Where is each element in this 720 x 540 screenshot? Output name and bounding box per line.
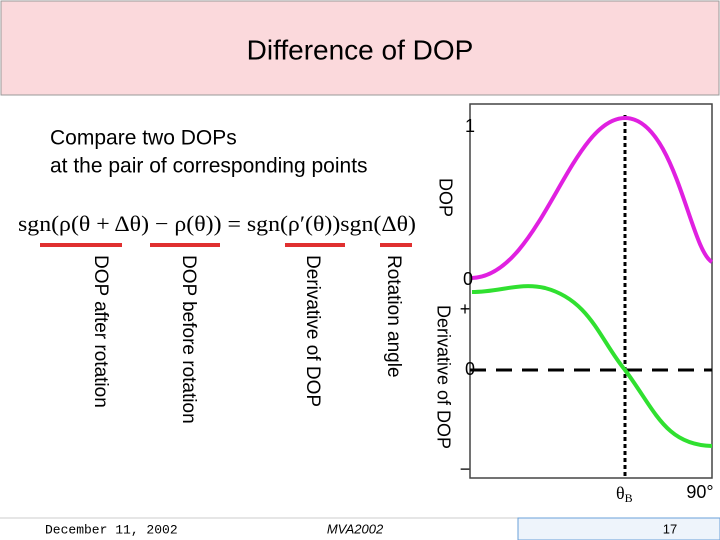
plot-frame (469, 103, 713, 479)
theta-b-label: θB (616, 483, 633, 505)
dop-top: 1 (465, 116, 475, 136)
derivative-plus: + (460, 299, 471, 319)
theta: θ (616, 483, 625, 503)
plot-labels: 1 DOP 0 + Derivative of DOP 0 − θB 90° (433, 116, 713, 505)
footer-conference: MVA2002 (327, 521, 384, 536)
derivative-curve (471, 284, 713, 448)
theta-subscript: B (625, 491, 633, 505)
term-label: Rotation angle (383, 255, 404, 378)
footer-date: December 11, 2002 (45, 522, 178, 537)
body-line: at the pair of corresponding points (50, 155, 368, 178)
equation: sgn(ρ(θ + Δθ) − ρ(θ)) = sgn(ρ′(θ))sgn(Δθ… (18, 211, 416, 236)
dop-curve (471, 115, 714, 280)
dop-axis-label: DOP (435, 178, 455, 217)
body-line: Compare two DOPs (50, 127, 237, 150)
page-number: 17 (663, 521, 677, 536)
derivative-zero: 0 (465, 359, 475, 379)
slide-title: Difference of DOP (247, 34, 474, 65)
term-labels: DOP after rotation DOP before rotation D… (90, 255, 404, 424)
term-label: Derivative of DOP (302, 255, 323, 407)
page-box (517, 517, 720, 540)
derivative-minus: − (460, 459, 471, 479)
x-end-label: 90° (686, 482, 713, 502)
derivative-axis-label: Derivative of DOP (433, 305, 453, 449)
header-band (0, 0, 720, 96)
term-label: DOP before rotation (178, 255, 199, 424)
dop-bottom: 0 (463, 269, 473, 289)
term-label: DOP after rotation (90, 255, 111, 408)
